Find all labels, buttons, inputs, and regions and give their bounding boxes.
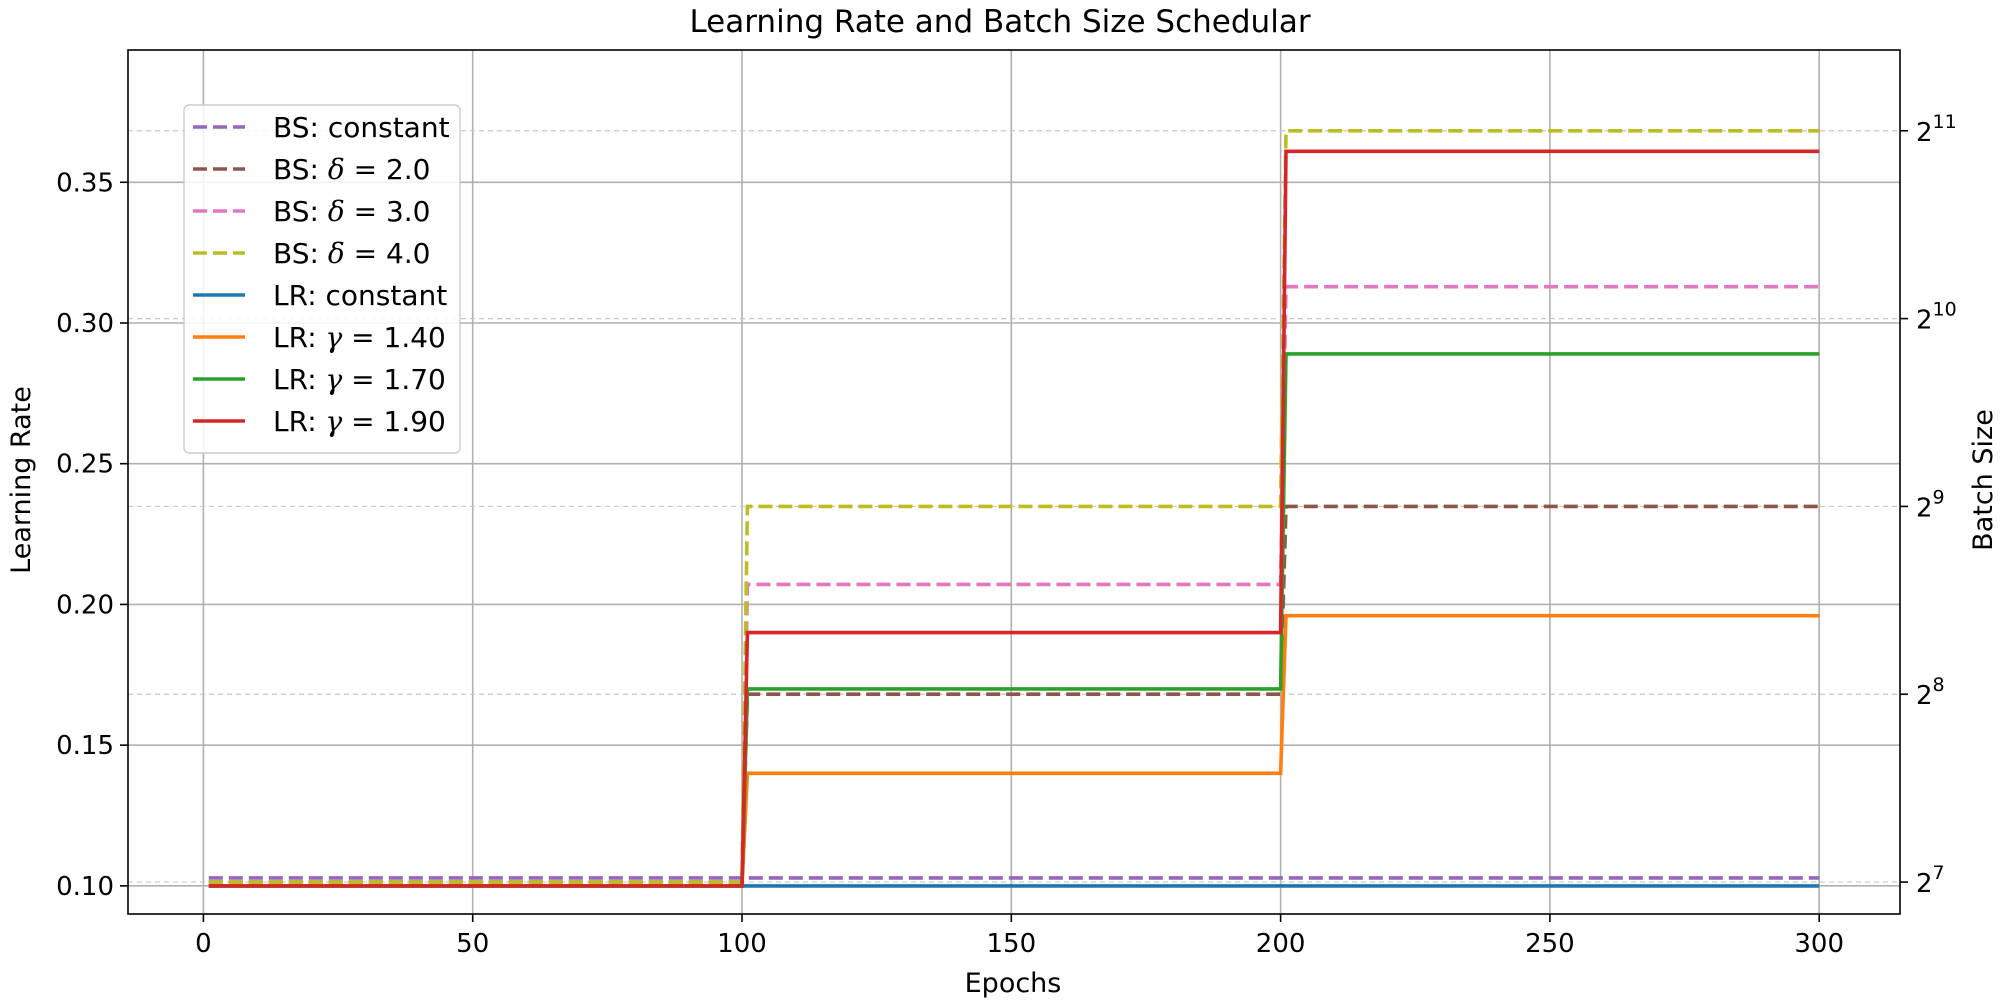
y-tick-label: 0.35 <box>56 168 114 198</box>
legend-label-value: constant <box>326 279 448 312</box>
legend-label-symbol: γ <box>326 321 343 354</box>
legend-label-prefix: BS: <box>273 153 328 186</box>
y2-tick-label: 29 <box>1916 486 1945 523</box>
legend-label-symbol: δ <box>328 237 345 270</box>
y-axis-title: Learning Rate <box>6 386 37 574</box>
y-tick-label: 0.20 <box>56 590 114 620</box>
legend-label: LR: γ = 1.70 <box>273 363 446 396</box>
legend-label: BS: δ = 2.0 <box>273 153 430 186</box>
legend-label-value: = 1.40 <box>342 321 446 354</box>
y2-tick-exponent: 7 <box>1933 862 1945 884</box>
x-tick-label: 50 <box>456 929 489 959</box>
y-tick-label: 0.30 <box>56 309 114 339</box>
legend-label-value: = 1.70 <box>342 363 446 396</box>
x-axis-title: Epochs <box>965 968 1062 999</box>
chart-title: Learning Rate and Batch Size Schedular <box>689 4 1310 40</box>
y-axis-ticks: 0.10 0.15 0.20 0.25 0.30 0.35 <box>56 168 128 902</box>
series-line-8 <box>208 149 1820 888</box>
legend-label-prefix: BS: <box>273 195 328 228</box>
series-lines <box>208 129 1820 888</box>
legend-label-symbol: δ <box>328 195 345 228</box>
legend-label-symbol: γ <box>326 363 343 396</box>
legend-label-symbol: γ <box>326 405 343 438</box>
legend-label-value: = 3.0 <box>345 195 431 228</box>
x-tick-label: 300 <box>1794 929 1844 959</box>
legend-label-prefix: BS: <box>273 237 328 270</box>
y2-tick-exponent: 8 <box>1933 674 1945 696</box>
legend-label: LR: γ = 1.90 <box>273 405 446 438</box>
plot-area-frame <box>127 49 1901 915</box>
legend-box <box>183 104 461 454</box>
legend-label: LR: γ = 1.40 <box>273 321 446 354</box>
legend-label: LR: constant <box>273 279 447 312</box>
y-tick-label: 0.25 <box>56 450 114 480</box>
legend-label-prefix: LR: <box>273 321 326 354</box>
x-tick-label: 150 <box>986 929 1036 959</box>
x-tick-label: 0 <box>195 929 212 959</box>
legend-label-symbol: δ <box>328 153 345 186</box>
legend-label-prefix: LR: <box>273 363 326 396</box>
x-tick-label: 200 <box>1256 929 1306 959</box>
y2-tick-exponent: 10 <box>1933 299 1957 321</box>
legend-label-value: = 1.90 <box>342 405 446 438</box>
y-tick-label: 0.15 <box>56 731 114 761</box>
series-line-4 <box>208 129 1820 884</box>
legend-label-prefix: BS: <box>273 111 328 144</box>
y2-tick-exponent: 9 <box>1933 486 1945 508</box>
x-axis-ticks: 0 50 100 150 200 250 300 <box>195 914 1844 959</box>
y2-tick-exponent: 11 <box>1933 111 1957 133</box>
legend-label: BS: δ = 3.0 <box>273 195 430 228</box>
x-tick-label: 250 <box>1525 929 1575 959</box>
legend-label-prefix: LR: <box>273 279 326 312</box>
legend-label: BS: constant <box>273 111 450 144</box>
y-tick-label: 0.10 <box>56 872 114 902</box>
legend-label: BS: δ = 4.0 <box>273 237 430 270</box>
legend-label-value: constant <box>328 111 450 144</box>
legend-label-prefix: LR: <box>273 405 326 438</box>
x-tick-label: 100 <box>717 929 767 959</box>
legend-label-value: = 4.0 <box>345 237 431 270</box>
y2-axis-title: Batch Size <box>1968 409 1999 551</box>
legend-label-value: = 2.0 <box>345 153 431 186</box>
